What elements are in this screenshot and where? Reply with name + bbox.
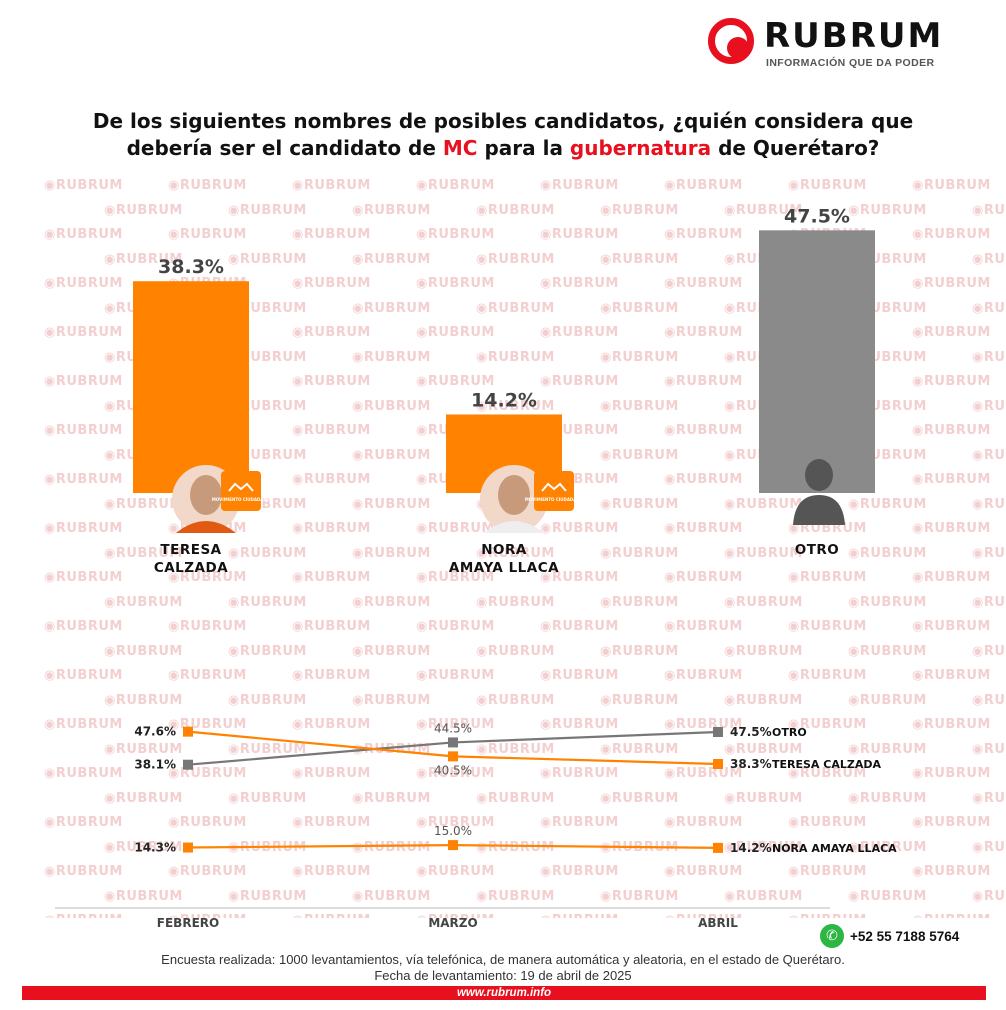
data-point-label: 40.5% xyxy=(434,763,472,777)
person-silhouette-body-icon xyxy=(793,495,845,525)
bar-category-label: NORA xyxy=(481,542,527,558)
watermark-row: ◉RUBRUM◉RUBRUM◉RUBRUM◉RUBRUM◉RUBRUM◉RUBR… xyxy=(104,643,1006,659)
title-part-2: debería ser el candidato de xyxy=(126,136,443,160)
series-name-label: TERESA CALZADA xyxy=(772,758,881,771)
series-name-label: OTRO xyxy=(772,726,807,739)
candidate-face-icon xyxy=(190,475,222,515)
data-point-label: 47.5% xyxy=(730,725,772,739)
bar-category-label: AMAYA LLACA xyxy=(449,560,559,576)
logo-tagline: INFORMACIÓN QUE DA PODER xyxy=(766,57,935,69)
series-name-label: NORA AMAYA LLACA xyxy=(772,842,897,855)
website-link[interactable]: www.rubrum.info xyxy=(456,987,552,999)
watermark-row: ◉RUBRUM◉RUBRUM◉RUBRUM◉RUBRUM◉RUBRUM◉RUBR… xyxy=(44,619,991,634)
logo-target-icon xyxy=(708,18,754,64)
party-badge-icon xyxy=(221,471,261,511)
phone-number: +52 55 7188 5764 xyxy=(850,928,960,944)
data-point-marker xyxy=(183,726,193,737)
data-point-marker xyxy=(448,751,458,762)
bar-category-label: CALZADA xyxy=(154,560,228,576)
title-part-3: para la xyxy=(477,136,570,160)
party-eagle-icon xyxy=(541,482,567,492)
title-highlight: gubernatura xyxy=(569,136,712,160)
data-point-marker xyxy=(448,737,458,748)
party-badge-text: MOVIMIENTO CIUDADANO xyxy=(212,497,271,502)
bar-category-label: OTRO xyxy=(795,542,840,558)
candidate-shoulders-icon xyxy=(484,521,544,533)
bar-chart: 38.3% MOVIMIENTO CIUDADANO TERESA CALZADA 14… xyxy=(133,205,875,576)
data-point-label: 15.0% xyxy=(434,824,472,838)
bar-3 xyxy=(759,230,875,493)
footer-url-bar[interactable]: www.rubrum.info xyxy=(22,986,986,1000)
party-badge-icon xyxy=(534,471,574,511)
watermark-row: ◉RUBRUM◉RUBRUM◉RUBRUM◉RUBRUM◉RUBRUM◉RUBR… xyxy=(44,668,991,683)
title-part-4: de Querétaro? xyxy=(711,136,880,160)
data-point-marker xyxy=(713,759,723,770)
data-point-marker xyxy=(713,727,723,737)
bar-1 xyxy=(133,281,249,493)
title-line-1: De los siguientes nombres de posibles ca… xyxy=(92,109,914,133)
data-point-marker xyxy=(183,842,193,853)
x-tick-label: ABRIL xyxy=(698,916,738,930)
candidate-shoulders-icon xyxy=(176,521,236,533)
data-point-marker xyxy=(448,840,458,851)
rubrum-logo: RUBRUM INFORMACIÓN QUE DA PODER xyxy=(708,14,978,74)
logo-name: RUBRUM xyxy=(764,16,944,56)
candidate-face-icon xyxy=(498,475,530,515)
chart-title: De los siguientes nombres de posibles ca… xyxy=(40,108,966,162)
x-tick-label: FEBRERO xyxy=(157,916,219,930)
survey-note: Encuesta realizada: 1000 levantamientos,… xyxy=(161,952,845,967)
data-point-marker xyxy=(713,842,723,853)
bar-value-label: 38.3% xyxy=(158,256,224,278)
bar-value-label: 47.5% xyxy=(784,205,850,227)
whatsapp-contact[interactable]: ✆ +52 55 7188 5764 xyxy=(820,924,959,948)
data-point-label: 14.3% xyxy=(134,841,176,855)
x-tick-label: MARZO xyxy=(428,916,477,930)
survey-date: Fecha de levantamiento: 19 de abril de 2… xyxy=(374,968,632,983)
bar-category-label: TERESA xyxy=(160,542,221,558)
watermark-row: ◉RUBRUM◉RUBRUM◉RUBRUM◉RUBRUM◉RUBRUM◉RUBR… xyxy=(104,692,1006,708)
watermark-row: ◉RUBRUM◉RUBRUM◉RUBRUM◉RUBRUM◉RUBRUM◉RUBR… xyxy=(104,594,1006,610)
party-eagle-icon xyxy=(228,482,254,492)
person-silhouette-icon xyxy=(805,459,833,491)
data-point-label: 47.6% xyxy=(134,725,176,739)
party-badge-text: MOVIMIENTO CIUDADANO xyxy=(525,497,584,502)
data-point-label: 14.2% xyxy=(730,841,772,855)
line-chart: FEBRERO MARZO ABRIL 38.1% 44.5% 47.5% OTRO 47.6… xyxy=(55,721,897,930)
data-point-label: 38.3% xyxy=(730,757,772,771)
data-point-label: 38.1% xyxy=(134,758,176,772)
whatsapp-icon: ✆ xyxy=(820,924,844,948)
data-point-marker xyxy=(183,759,193,770)
bar-value-label: 14.2% xyxy=(471,389,537,411)
data-point-label: 44.5% xyxy=(434,721,472,735)
title-mc: MC xyxy=(442,136,478,160)
